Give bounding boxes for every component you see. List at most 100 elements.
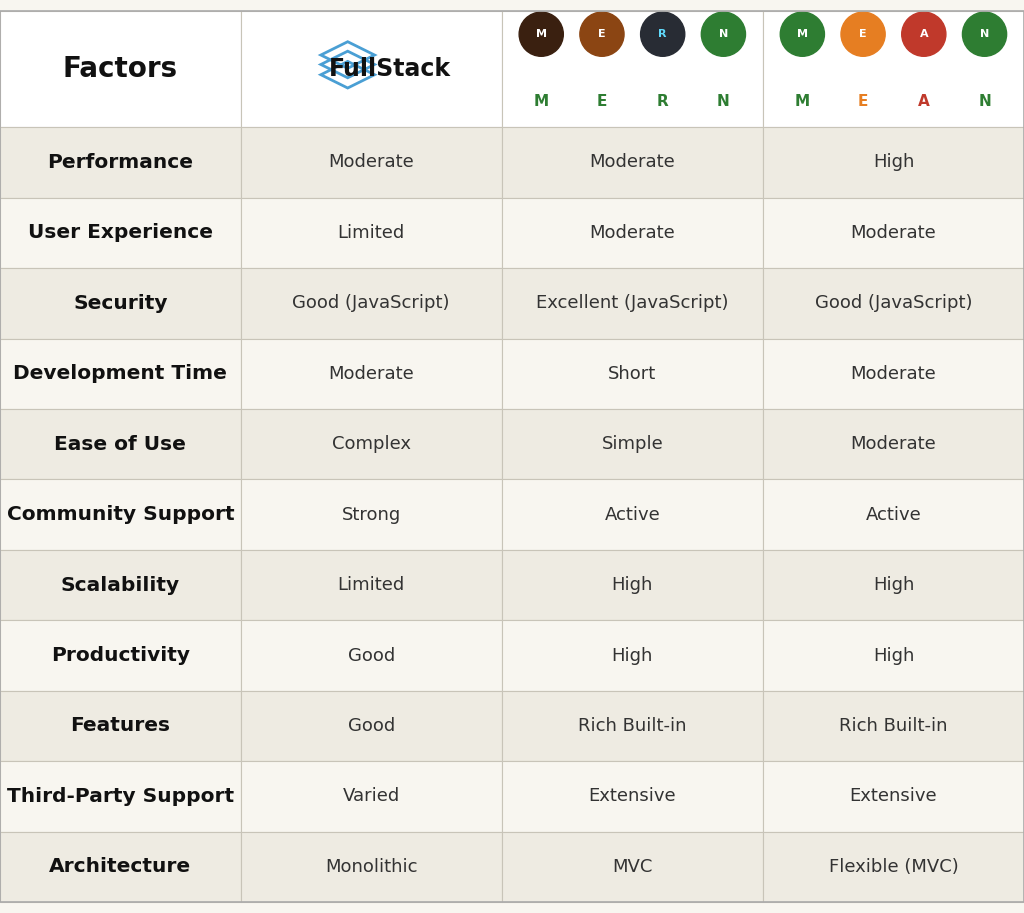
- Text: M: M: [797, 29, 808, 39]
- Bar: [0, 550, 241, 620]
- Circle shape: [963, 12, 1007, 57]
- Text: Moderate: Moderate: [590, 224, 675, 242]
- Bar: [0, 127, 241, 197]
- Text: N: N: [719, 29, 728, 39]
- Bar: [502, 832, 763, 902]
- Bar: [502, 620, 763, 691]
- Text: E: E: [597, 94, 607, 110]
- Circle shape: [580, 12, 624, 57]
- Bar: [763, 761, 1024, 832]
- Text: High: High: [611, 646, 653, 665]
- Circle shape: [641, 12, 685, 57]
- Circle shape: [841, 12, 885, 57]
- Text: Rich Built-in: Rich Built-in: [579, 717, 686, 735]
- Circle shape: [701, 12, 745, 57]
- Text: Good: Good: [347, 646, 395, 665]
- Text: Limited: Limited: [338, 224, 404, 242]
- Text: Security: Security: [73, 294, 168, 313]
- Text: Short: Short: [608, 365, 656, 383]
- Text: E: E: [858, 94, 868, 110]
- Circle shape: [902, 12, 946, 57]
- Text: Third-Party Support: Third-Party Support: [7, 787, 233, 806]
- Text: A: A: [918, 94, 930, 110]
- Bar: [241, 620, 502, 691]
- Text: User Experience: User Experience: [28, 224, 213, 242]
- Text: Good: Good: [347, 717, 395, 735]
- Text: Excellent (JavaScript): Excellent (JavaScript): [537, 294, 728, 312]
- Bar: [502, 479, 763, 550]
- Text: Moderate: Moderate: [851, 365, 936, 383]
- Text: A: A: [920, 29, 928, 39]
- Text: Factors: Factors: [62, 55, 178, 83]
- Text: Extensive: Extensive: [850, 787, 937, 805]
- Bar: [763, 479, 1024, 550]
- Bar: [763, 832, 1024, 902]
- Bar: [763, 197, 1024, 268]
- Text: High: High: [872, 576, 914, 594]
- Text: Flexible (MVC): Flexible (MVC): [828, 858, 958, 876]
- Text: High: High: [872, 646, 914, 665]
- Bar: [502, 197, 763, 268]
- Text: Ease of Use: Ease of Use: [54, 435, 186, 454]
- Bar: [241, 127, 502, 197]
- Text: Moderate: Moderate: [590, 153, 675, 172]
- Bar: [502, 761, 763, 832]
- Text: Extensive: Extensive: [589, 787, 676, 805]
- Text: Rich Built-in: Rich Built-in: [840, 717, 947, 735]
- Text: Complex: Complex: [332, 436, 411, 453]
- Text: N: N: [980, 29, 989, 39]
- Text: Varied: Varied: [343, 787, 399, 805]
- Text: Moderate: Moderate: [851, 436, 936, 453]
- Bar: [763, 550, 1024, 620]
- Bar: [0, 11, 241, 127]
- Text: R: R: [656, 94, 669, 110]
- Text: MVC: MVC: [612, 858, 652, 876]
- Text: Moderate: Moderate: [329, 365, 414, 383]
- Text: Features: Features: [71, 717, 170, 736]
- Bar: [241, 339, 502, 409]
- Text: M: M: [536, 29, 547, 39]
- Bar: [241, 550, 502, 620]
- Bar: [241, 197, 502, 268]
- Bar: [0, 691, 241, 761]
- Text: Good (JavaScript): Good (JavaScript): [815, 294, 972, 312]
- Text: Productivity: Productivity: [51, 646, 189, 665]
- Text: N: N: [978, 94, 991, 110]
- Text: E: E: [598, 29, 606, 39]
- Bar: [502, 409, 763, 479]
- Bar: [241, 409, 502, 479]
- Text: Limited: Limited: [338, 576, 404, 594]
- Bar: [763, 127, 1024, 197]
- Text: Scalability: Scalability: [60, 575, 180, 594]
- Bar: [0, 761, 241, 832]
- Bar: [763, 268, 1024, 339]
- Bar: [763, 409, 1024, 479]
- Bar: [0, 268, 241, 339]
- Bar: [241, 691, 502, 761]
- Bar: [763, 620, 1024, 691]
- Bar: [0, 832, 241, 902]
- Bar: [0, 409, 241, 479]
- Bar: [0, 479, 241, 550]
- Bar: [502, 268, 763, 339]
- Text: Moderate: Moderate: [329, 153, 414, 172]
- Text: Architecture: Architecture: [49, 857, 191, 876]
- Text: Development Time: Development Time: [13, 364, 227, 383]
- Bar: [502, 550, 763, 620]
- Text: Monolithic: Monolithic: [325, 858, 418, 876]
- Bar: [0, 620, 241, 691]
- Bar: [0, 339, 241, 409]
- Text: High: High: [611, 576, 653, 594]
- Text: M: M: [795, 94, 810, 110]
- Text: Active: Active: [865, 506, 922, 524]
- Bar: [763, 691, 1024, 761]
- Bar: [0, 197, 241, 268]
- Bar: [241, 832, 502, 902]
- Text: Strong: Strong: [342, 506, 400, 524]
- Bar: [241, 268, 502, 339]
- Bar: [241, 761, 502, 832]
- Text: E: E: [859, 29, 867, 39]
- Text: Good (JavaScript): Good (JavaScript): [293, 294, 450, 312]
- Circle shape: [780, 12, 824, 57]
- Text: M: M: [534, 94, 549, 110]
